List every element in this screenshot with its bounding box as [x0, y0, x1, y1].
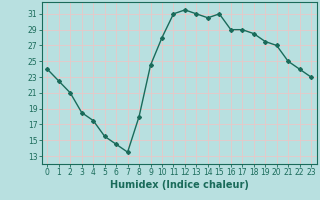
X-axis label: Humidex (Indice chaleur): Humidex (Indice chaleur) [110, 180, 249, 190]
